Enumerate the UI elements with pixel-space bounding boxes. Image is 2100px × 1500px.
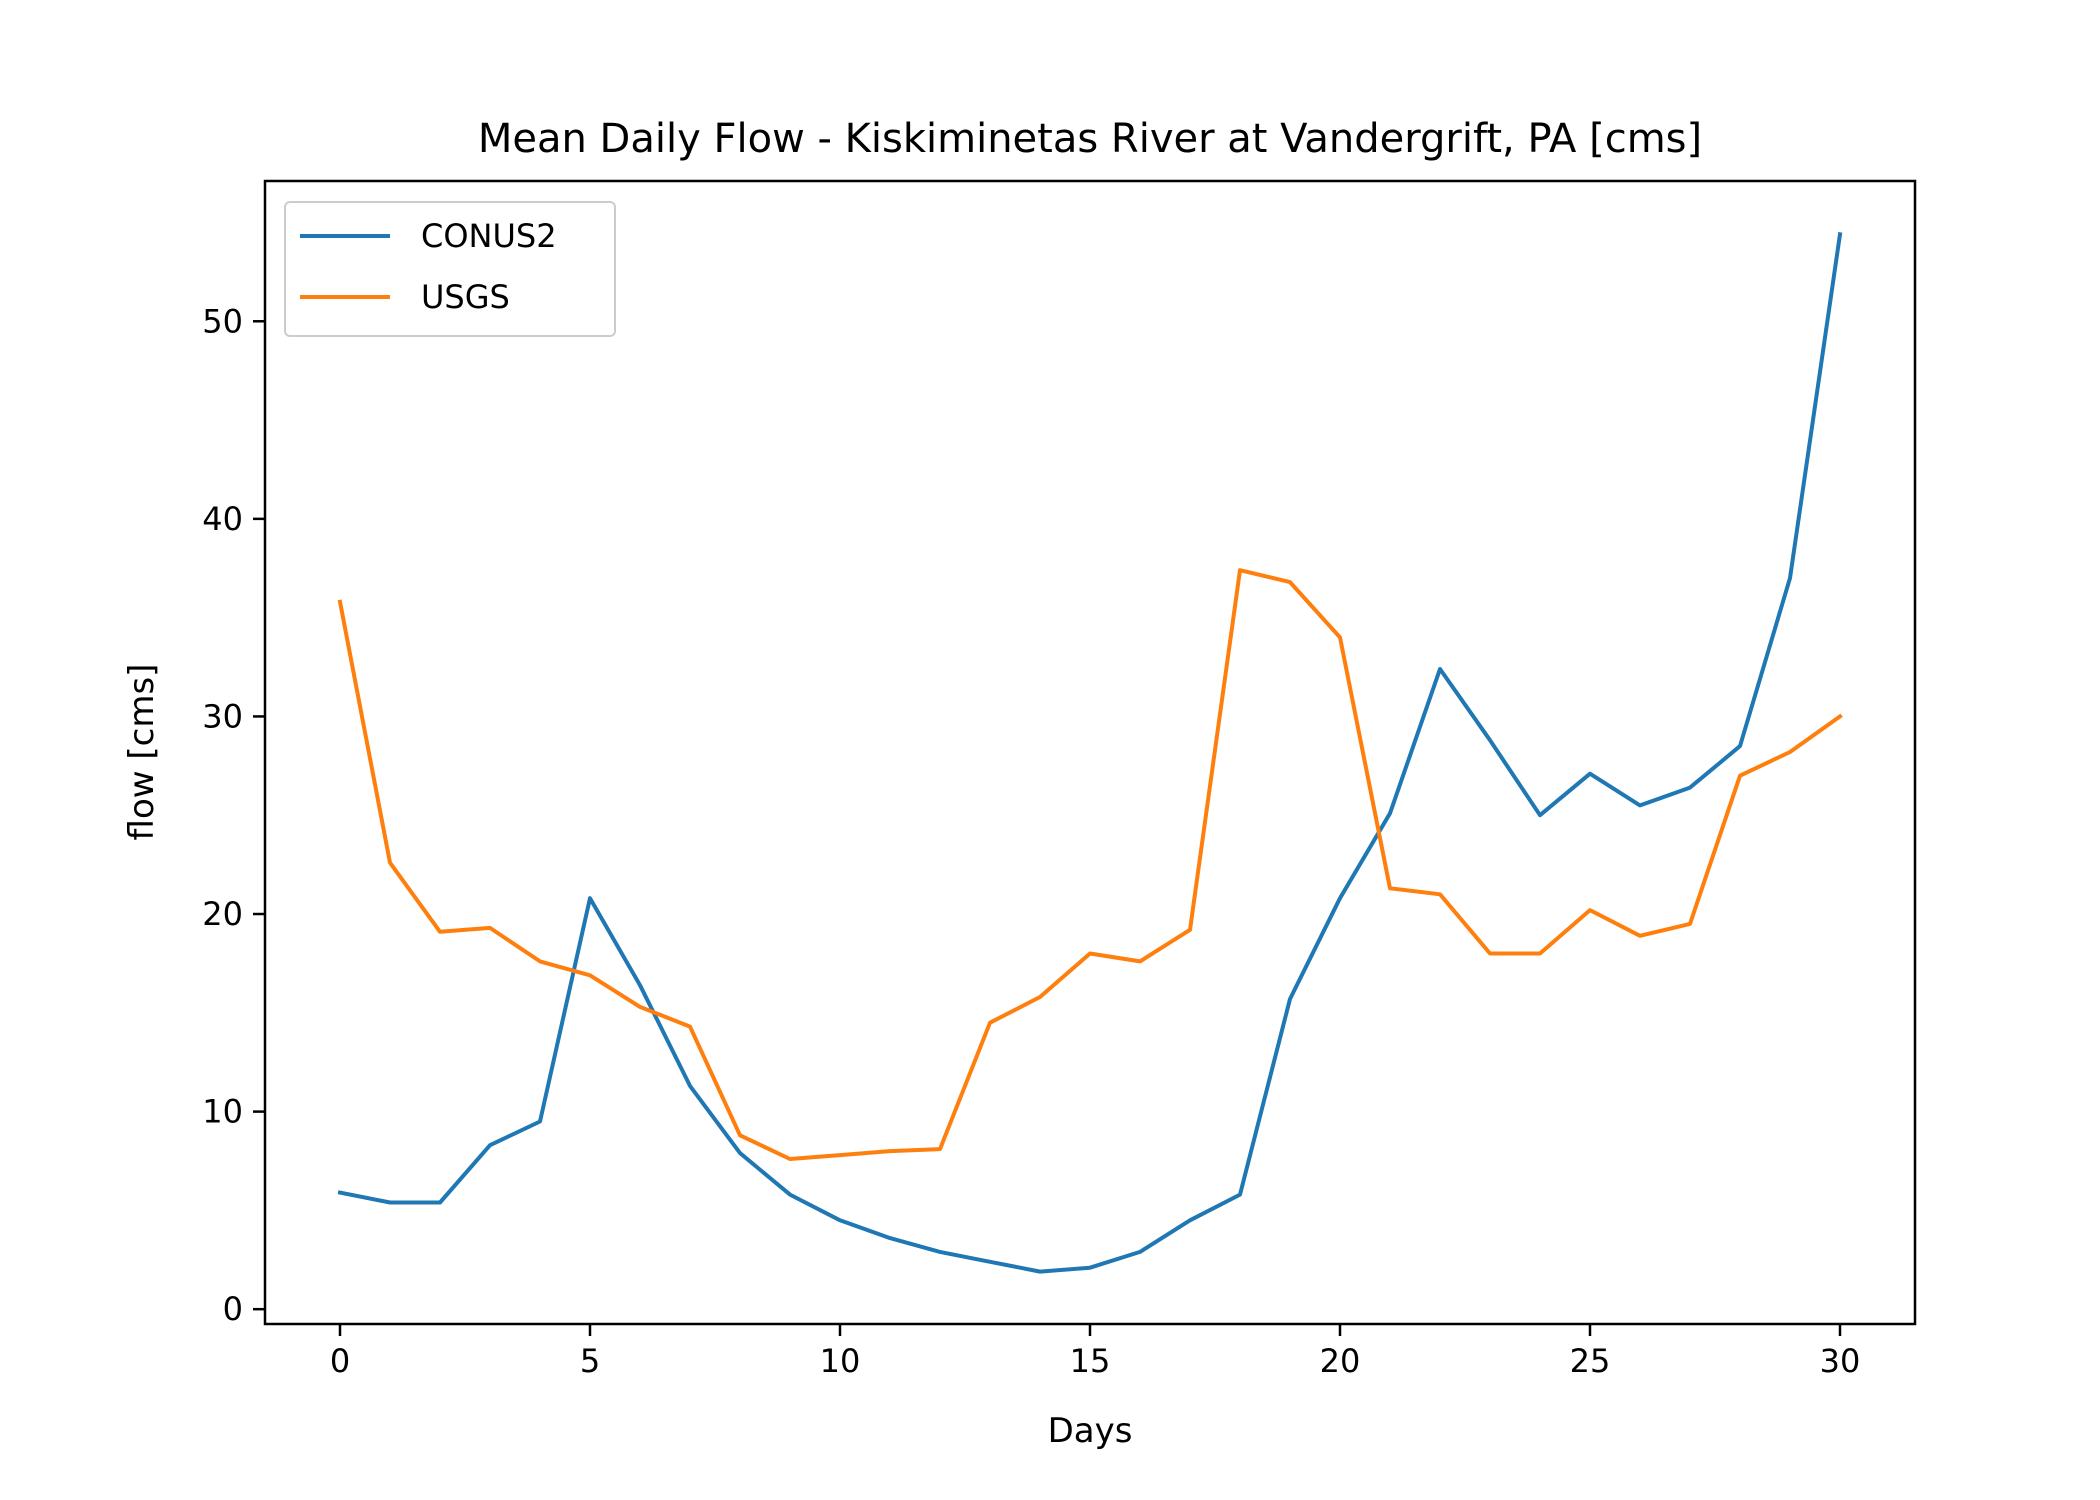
- chart-title: Mean Daily Flow - Kiskiminetas River at …: [478, 116, 1702, 162]
- y-tick-label: 0: [223, 1290, 243, 1328]
- y-tick-label: 30: [202, 697, 243, 735]
- series-line-conus2: [337, 232, 1843, 1274]
- y-tick-label: 10: [202, 1093, 243, 1131]
- series-line-usgs: [337, 568, 1843, 1161]
- legend-label-conus2: CONUS2: [421, 217, 557, 255]
- y-tick-label: 40: [202, 500, 243, 538]
- legend-label-usgs: USGS: [421, 278, 510, 316]
- x-tick-label: 20: [1320, 1342, 1361, 1380]
- series-layer: [337, 232, 1843, 1274]
- x-tick-label: 0: [330, 1342, 350, 1380]
- legend: CONUS2 USGS: [284, 201, 616, 337]
- x-tick-label: 10: [820, 1342, 861, 1380]
- x-axis-label: Days: [1048, 1411, 1133, 1451]
- x-tick-label: 25: [1570, 1342, 1611, 1380]
- y-axis: 0 10 20 30 40 50: [202, 302, 265, 1328]
- y-axis-label: flow [cms]: [122, 664, 162, 841]
- x-tick-label: 30: [1820, 1342, 1861, 1380]
- x-tick-label: 15: [1070, 1342, 1111, 1380]
- y-tick-label: 20: [202, 895, 243, 933]
- x-tick-label: 5: [580, 1342, 600, 1380]
- y-tick-label: 50: [202, 302, 243, 340]
- x-axis: 0 5 10 15 20 25 30: [330, 1324, 1861, 1380]
